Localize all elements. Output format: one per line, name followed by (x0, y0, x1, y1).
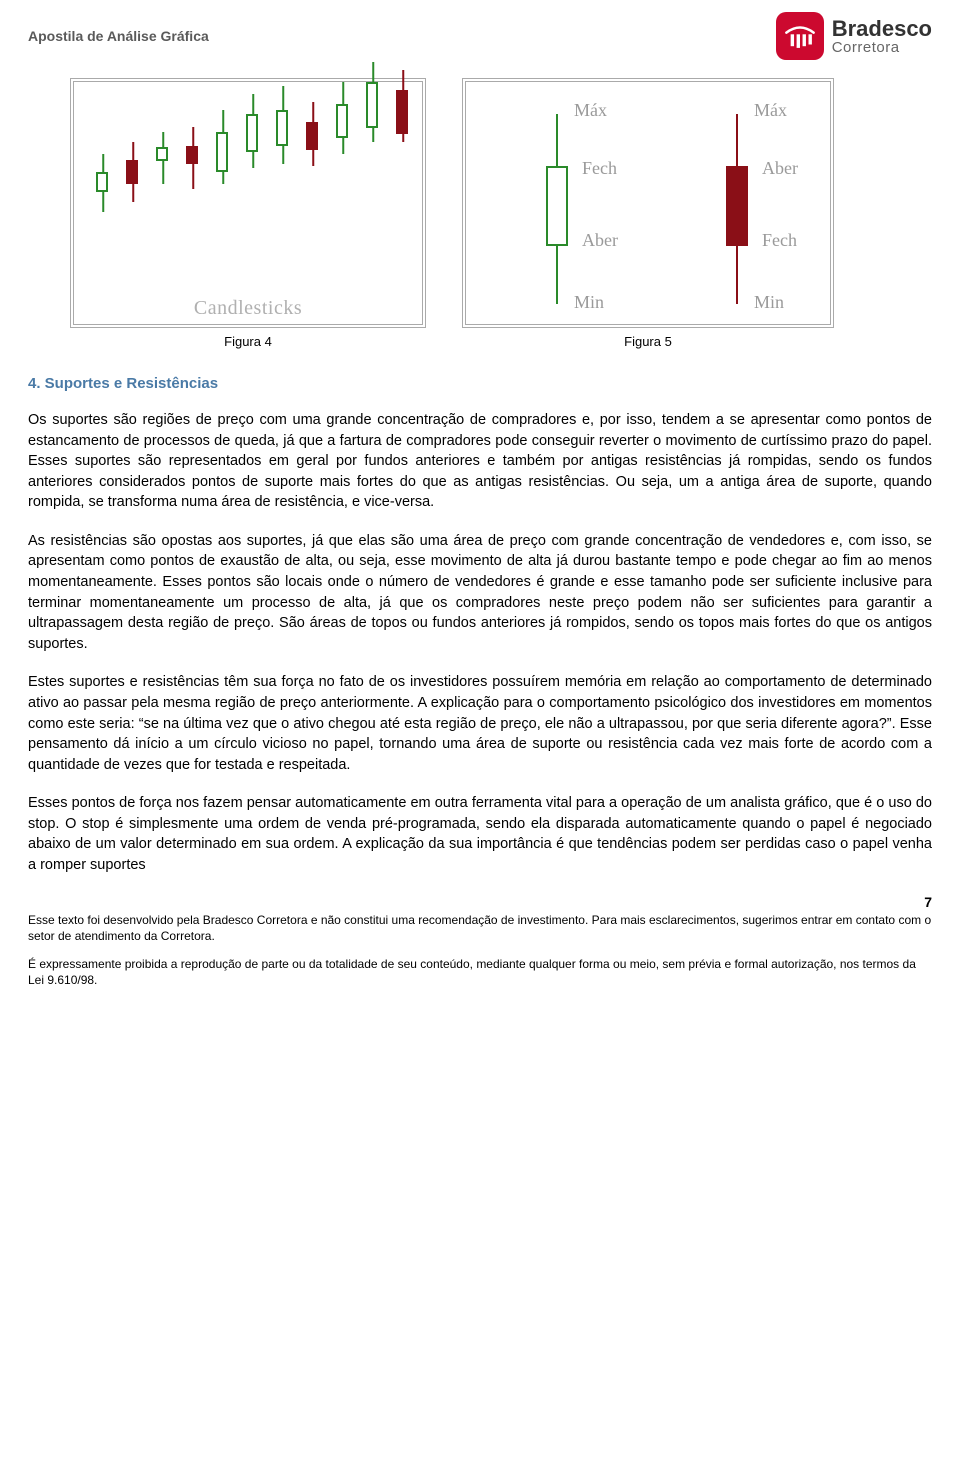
brand-sub: Corretora (832, 40, 932, 56)
candlestick (336, 82, 350, 282)
candle-body (96, 172, 108, 192)
candlestick (306, 82, 320, 282)
label-min: Min (574, 292, 604, 313)
page-number: 7 (28, 894, 932, 910)
paragraph: Os suportes são regiões de preço com uma… (28, 410, 932, 513)
brand-name: Bradesco (832, 17, 932, 40)
candle-body-red (726, 166, 748, 246)
candle-body (336, 104, 348, 138)
candle-body (276, 110, 288, 146)
label-min: Min (754, 292, 784, 313)
candle-body (246, 114, 258, 152)
footnote: É expressamente proibida a reprodução de… (28, 956, 932, 988)
candlestick (216, 82, 230, 282)
label-aber: Aber (582, 230, 618, 251)
paragraph: Esses pontos de força nos fazem pensar a… (28, 793, 932, 875)
brand-logo: Bradesco Corretora (776, 12, 932, 60)
section-title: 4. Suportes e Resistências (28, 375, 932, 392)
label-aber: Aber (762, 158, 798, 179)
brand-text: Bradesco Corretora (832, 17, 932, 56)
candlestick (276, 82, 290, 282)
candlestick (246, 82, 260, 282)
candle-body (306, 122, 318, 150)
figures-row: Candlesticks Máx Fech Aber Min Máx Aber … (70, 78, 932, 328)
label-fech: Fech (762, 230, 797, 251)
candlestick (186, 82, 200, 282)
figure-5-caption: Figura 5 (462, 334, 834, 349)
candlestick (96, 82, 110, 282)
label-max: Máx (574, 100, 607, 121)
candle-body (156, 147, 168, 161)
candlestick (126, 82, 140, 282)
candle-body-green (546, 166, 568, 246)
candle-body (126, 160, 138, 184)
figure-4-label: Candlesticks (194, 297, 302, 320)
label-max: Máx (754, 100, 787, 121)
candle-body (396, 90, 408, 134)
brand-logo-icon (776, 12, 824, 60)
figure-4: Candlesticks (70, 78, 426, 328)
paragraph: As resistências são opostas aos suportes… (28, 531, 932, 654)
candle-body (186, 146, 198, 164)
candlestick (366, 82, 380, 282)
figure-captions: Figura 4 Figura 5 (70, 334, 932, 349)
page-header: Apostila de Análise Gráfica Bradesco Cor… (28, 12, 932, 60)
candle-body (216, 132, 228, 172)
paragraph: Estes suportes e resistências têm sua fo… (28, 672, 932, 775)
figure-4-caption: Figura 4 (70, 334, 426, 349)
doc-title: Apostila de Análise Gráfica (28, 28, 209, 44)
candle-body (366, 82, 378, 128)
label-fech: Fech (582, 158, 617, 179)
candlestick (396, 82, 410, 282)
candlestick (156, 82, 170, 282)
footnote: Esse texto foi desenvolvido pela Bradesc… (28, 912, 932, 944)
body-text: Os suportes são regiões de preço com uma… (28, 410, 932, 876)
figure-5: Máx Fech Aber Min Máx Aber Fech Min (462, 78, 834, 328)
